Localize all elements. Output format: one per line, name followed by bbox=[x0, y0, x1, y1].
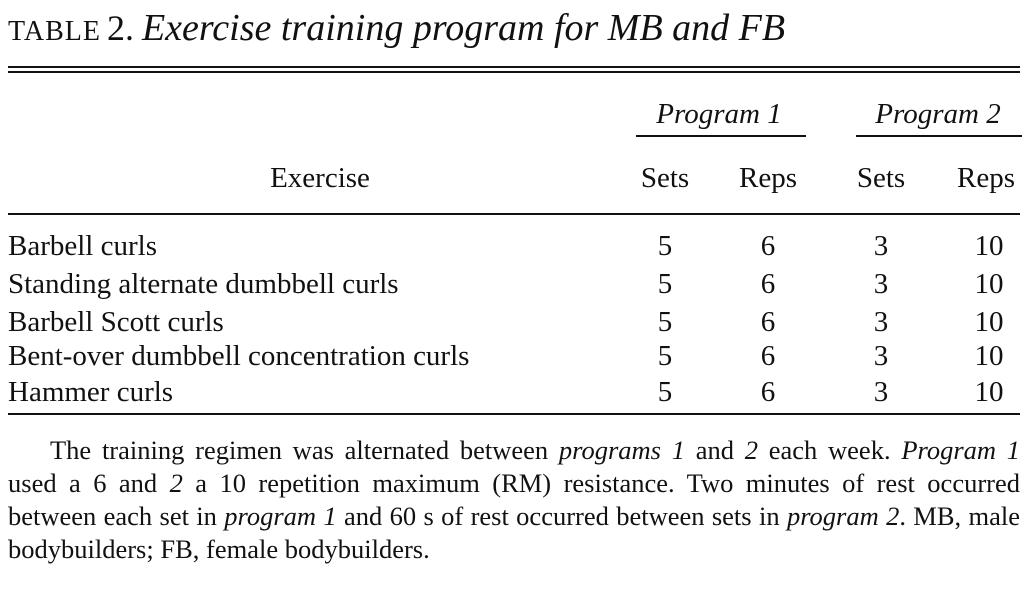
program-2-reps: 10 bbox=[974, 376, 1004, 408]
table-caption: Exercise training program for MB and FB bbox=[141, 7, 786, 49]
footnote-text: . MB, male bodybuilders; FB, female body… bbox=[8, 501, 1021, 564]
column-header-sets-2: Sets bbox=[856, 162, 906, 194]
exercise-header: Exercise bbox=[270, 162, 370, 194]
header-rule bbox=[8, 213, 1020, 215]
program-2-sets: 3 bbox=[873, 376, 889, 408]
column-header-reps-1: Reps bbox=[739, 162, 797, 194]
top-rule-1 bbox=[8, 66, 1020, 68]
footnote-italic: program 1 bbox=[224, 501, 337, 531]
program-2-reps: 10 bbox=[974, 230, 1004, 262]
program-2-reps: 10 bbox=[974, 306, 1004, 338]
footnote-text: each week. bbox=[758, 435, 902, 465]
footnote-text: a 10 repetition maximum (RM) resistance.… bbox=[8, 468, 1020, 531]
footnote-italic: 2 bbox=[744, 435, 758, 465]
footnote-text: used a 6 and bbox=[8, 468, 170, 498]
table-footnote: The training regimen was alternated betw… bbox=[8, 434, 1020, 566]
program-2-header: Program 2 bbox=[875, 98, 1001, 130]
program-1-underline bbox=[636, 135, 806, 137]
program-2-underline bbox=[856, 135, 1022, 137]
exercise-name: Barbell Scott curls bbox=[8, 306, 224, 338]
program-2-reps: 10 bbox=[974, 340, 1004, 372]
table-number: 2. bbox=[106, 8, 134, 48]
footnote-italic: programs 1 bbox=[558, 435, 685, 465]
program-1-reps: 6 bbox=[760, 340, 776, 372]
program-1-reps: 6 bbox=[760, 306, 776, 338]
program-2-sets: 3 bbox=[873, 268, 889, 300]
program-1-reps: 6 bbox=[760, 268, 776, 300]
table-label: TABLE bbox=[8, 16, 101, 47]
program-2-sets: 3 bbox=[873, 230, 889, 262]
program-2-sets: 3 bbox=[873, 340, 889, 372]
program-1-sets: 5 bbox=[657, 306, 673, 338]
footnote-text: and 60 s of rest occurred between sets i… bbox=[336, 501, 787, 531]
footnote-italic: Program 1 bbox=[901, 435, 1021, 465]
program-2-reps: 10 bbox=[974, 268, 1004, 300]
footnote-italic: 2 bbox=[169, 468, 183, 498]
top-rule-2 bbox=[8, 71, 1020, 73]
exercise-name: Bent-over dumbbell concentration curls bbox=[8, 340, 470, 372]
column-header-reps-2: Reps bbox=[957, 162, 1015, 194]
program-1-header: Program 1 bbox=[656, 98, 782, 130]
program-1-sets: 5 bbox=[657, 230, 673, 262]
exercise-name: Standing alternate dumbbell curls bbox=[8, 268, 399, 300]
program-1-reps: 6 bbox=[760, 376, 776, 408]
column-header-sets-1: Sets bbox=[640, 162, 690, 194]
exercise-name: Hammer curls bbox=[8, 376, 174, 408]
bottom-rule bbox=[8, 413, 1020, 415]
program-1-sets: 5 bbox=[657, 340, 673, 372]
table-title: TABLE 2. Exercise training program for MB… bbox=[8, 6, 785, 50]
exercise-name: Barbell curls bbox=[8, 230, 157, 262]
program-1-reps: 6 bbox=[760, 230, 776, 262]
footnote-text: The training regimen was alternated betw… bbox=[50, 435, 559, 465]
program-1-sets: 5 bbox=[657, 376, 673, 408]
footnote-italic: program 2 bbox=[786, 501, 900, 531]
program-2-sets: 3 bbox=[873, 306, 889, 338]
program-1-sets: 5 bbox=[657, 268, 673, 300]
footnote-text: and bbox=[684, 435, 745, 465]
